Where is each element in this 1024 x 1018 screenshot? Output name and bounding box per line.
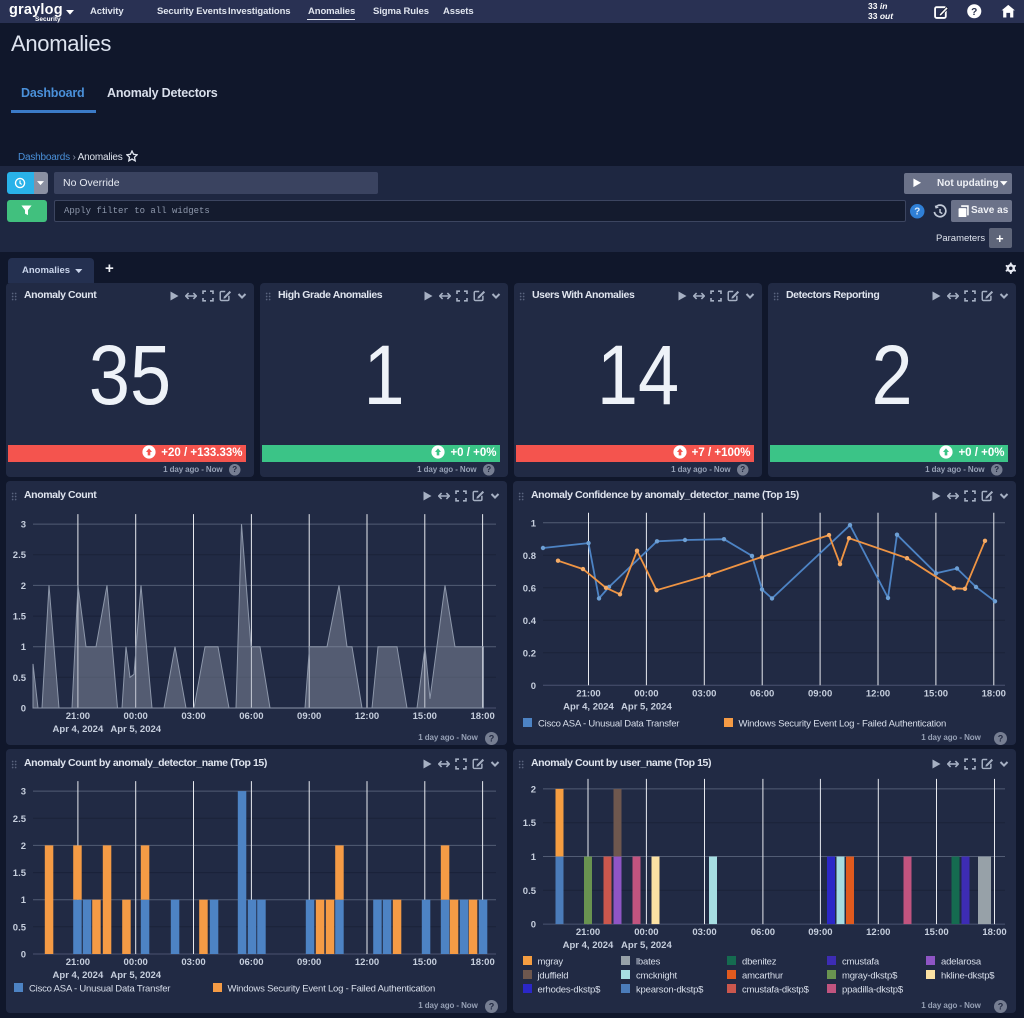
svg-text:15:00: 15:00 xyxy=(413,711,437,722)
svg-text:0.5: 0.5 xyxy=(13,922,27,933)
svg-text:Apr 5, 2024: Apr 5, 2024 xyxy=(621,701,672,712)
svg-text:0.5: 0.5 xyxy=(523,885,537,896)
svg-text:21:00: 21:00 xyxy=(66,957,90,968)
svg-text:00:00: 00:00 xyxy=(124,711,148,722)
svg-text:0.6: 0.6 xyxy=(523,583,536,594)
svg-text:2.5: 2.5 xyxy=(13,813,27,824)
svg-text:15:00: 15:00 xyxy=(413,957,437,968)
svg-text:21:00: 21:00 xyxy=(576,927,600,938)
svg-text:03:00: 03:00 xyxy=(692,688,716,699)
svg-text:00:00: 00:00 xyxy=(124,957,148,968)
svg-text:06:00: 06:00 xyxy=(750,688,774,699)
svg-text:09:00: 09:00 xyxy=(297,711,321,722)
svg-text:0.2: 0.2 xyxy=(523,648,536,659)
svg-text:3: 3 xyxy=(21,786,26,797)
svg-text:Apr 4, 2024: Apr 4, 2024 xyxy=(563,940,614,951)
svg-text:12:00: 12:00 xyxy=(355,711,379,722)
svg-text:18:00: 18:00 xyxy=(982,927,1006,938)
svg-text:09:00: 09:00 xyxy=(297,957,321,968)
svg-text:Apr 4, 2024: Apr 4, 2024 xyxy=(563,701,614,712)
svg-text:1: 1 xyxy=(21,642,27,653)
svg-text:0.8: 0.8 xyxy=(523,550,536,561)
svg-text:3: 3 xyxy=(21,519,26,530)
svg-text:1: 1 xyxy=(531,852,537,863)
svg-text:Apr 5, 2024: Apr 5, 2024 xyxy=(110,724,161,735)
svg-text:0: 0 xyxy=(531,919,536,930)
svg-text:2: 2 xyxy=(531,784,536,795)
svg-text:Apr 5, 2024: Apr 5, 2024 xyxy=(621,940,672,951)
svg-text:18:00: 18:00 xyxy=(470,711,494,722)
svg-text:Apr 5, 2024: Apr 5, 2024 xyxy=(110,970,161,981)
svg-text:0: 0 xyxy=(21,949,26,960)
svg-text:03:00: 03:00 xyxy=(692,927,716,938)
svg-text:1: 1 xyxy=(531,518,537,529)
svg-text:09:00: 09:00 xyxy=(808,688,832,699)
svg-text:09:00: 09:00 xyxy=(808,927,832,938)
svg-text:1.5: 1.5 xyxy=(523,818,537,829)
svg-text:15:00: 15:00 xyxy=(924,927,948,938)
svg-text:06:00: 06:00 xyxy=(239,957,263,968)
svg-text:1.5: 1.5 xyxy=(13,611,27,622)
svg-text:0: 0 xyxy=(531,680,536,691)
svg-text:18:00: 18:00 xyxy=(982,688,1006,699)
svg-text:12:00: 12:00 xyxy=(866,927,890,938)
svg-text:1.5: 1.5 xyxy=(13,868,27,879)
svg-text:06:00: 06:00 xyxy=(751,927,775,938)
svg-text:2: 2 xyxy=(21,580,26,591)
svg-text:18:00: 18:00 xyxy=(470,957,494,968)
svg-text:12:00: 12:00 xyxy=(355,957,379,968)
svg-text:1: 1 xyxy=(21,895,27,906)
svg-text:15:00: 15:00 xyxy=(924,688,948,699)
svg-text:03:00: 03:00 xyxy=(181,711,205,722)
svg-text:Apr 4, 2024: Apr 4, 2024 xyxy=(53,970,104,981)
svg-text:0.4: 0.4 xyxy=(523,615,537,626)
svg-text:00:00: 00:00 xyxy=(634,688,658,699)
svg-text:03:00: 03:00 xyxy=(181,957,205,968)
svg-text:12:00: 12:00 xyxy=(866,688,890,699)
svg-text:Apr 4, 2024: Apr 4, 2024 xyxy=(53,724,104,735)
svg-text:21:00: 21:00 xyxy=(66,711,90,722)
svg-text:21:00: 21:00 xyxy=(576,688,600,699)
svg-text:2.5: 2.5 xyxy=(13,550,27,561)
svg-text:0: 0 xyxy=(21,703,26,714)
svg-text:0.5: 0.5 xyxy=(13,672,27,683)
svg-text:2: 2 xyxy=(21,840,26,851)
svg-text:00:00: 00:00 xyxy=(634,927,658,938)
svg-text:06:00: 06:00 xyxy=(239,711,263,722)
